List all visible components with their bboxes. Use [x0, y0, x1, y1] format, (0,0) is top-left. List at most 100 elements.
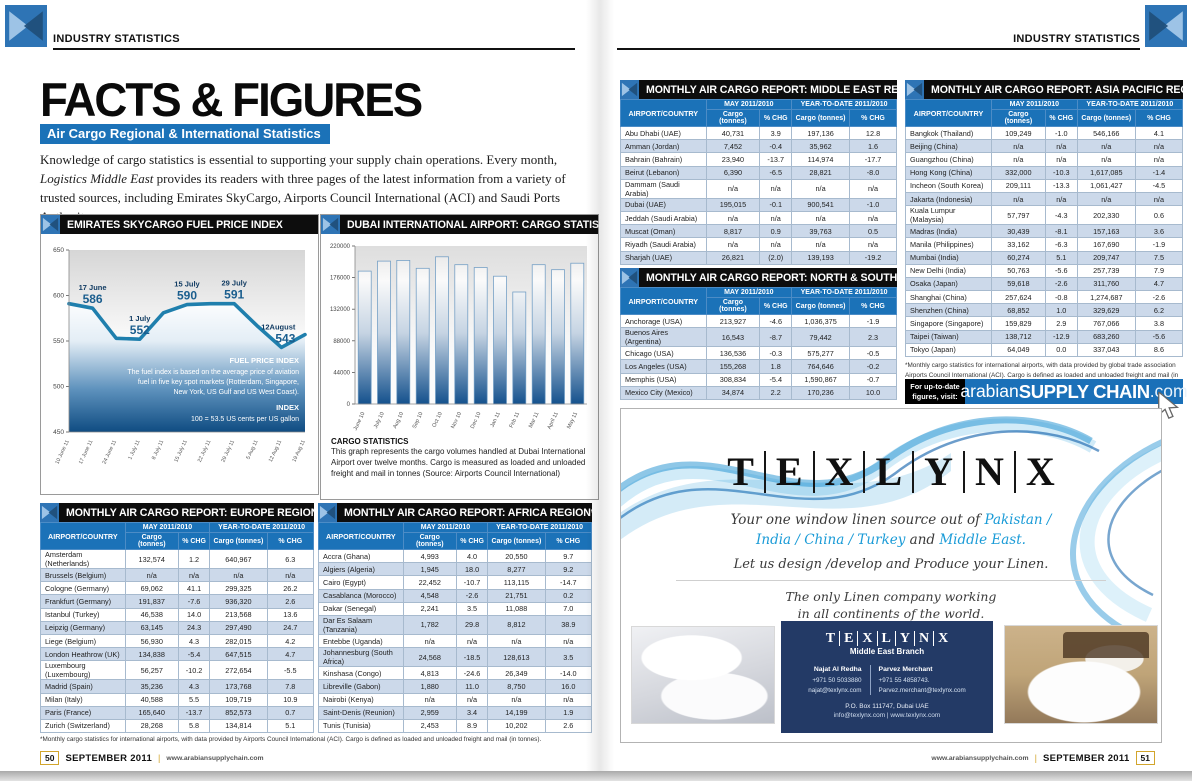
column-subheader: Cargo (tonnes) [705, 297, 761, 315]
table-row: Istanbul (Turkey) 46,538 14.0 213,568 13.6 [40, 607, 315, 622]
value-cell: -19.2 [849, 250, 897, 265]
banner-prefix-line2: figures, visit: [912, 391, 958, 401]
value-cell: 79,442 [791, 327, 851, 348]
column-group-may: MAY 2011/2010 [705, 287, 793, 298]
value-cell: -1.9 [849, 313, 897, 329]
table-row: Accra (Ghana) 4,993 4.0 20,550 9.7 [318, 548, 593, 564]
value-cell: 1.0 [1044, 303, 1078, 318]
value-cell: 8,812 [487, 614, 546, 635]
issue-date: SEPTEMBER 2011 [1042, 752, 1130, 764]
value-cell: 128,613 [487, 647, 546, 668]
chart-title: DUBAI INTERNATIONAL AIRPORT: CARGO STATI… [347, 218, 623, 231]
value-cell: n/a [487, 633, 546, 649]
value-cell: -0.3 [759, 346, 793, 361]
value-cell: 4,548 [402, 588, 457, 603]
value-cell: 197,136 [791, 125, 851, 141]
value-cell: 18.0 [455, 562, 489, 577]
value-cell: -4.3 [1044, 205, 1078, 226]
value-cell: n/a [759, 237, 793, 252]
value-cell: 4.3 [177, 633, 211, 649]
table-row: Kinshasa (Congo) 4,813 -24.6 26,349 -14.0 [318, 666, 593, 681]
airport-cell: Libreville (Gabon) [318, 679, 404, 694]
value-cell: n/a [759, 178, 793, 199]
value-cell: 134,814 [209, 718, 268, 734]
value-cell: 16,543 [705, 327, 761, 348]
value-cell: 35,962 [791, 139, 851, 154]
airport-cell: Beirut (Lebanon) [620, 165, 707, 180]
chevron-logo-icon [318, 503, 337, 522]
value-cell: 900,541 [791, 197, 851, 212]
logo-letter: E [766, 451, 815, 493]
contact-email[interactable]: Parvez.merchant@texlynx.com [878, 686, 966, 694]
value-cell: n/a [990, 152, 1046, 167]
table-row: Abu Dhabi (UAE) 40,731 3.9 197,136 12.8 [620, 125, 897, 141]
value-cell: -2.6 [1044, 276, 1078, 292]
text-segment: Middle East. [939, 532, 1026, 548]
value-cell: 7.8 [266, 679, 315, 694]
footer-left: 50 SEPTEMBER 2011 | www.arabiansupplycha… [40, 751, 264, 765]
svg-text:100 = 53.5 US cents per US gal: 100 = 53.5 US cents per US gallon [191, 416, 299, 423]
table-row: Frankfurt (Germany) 191,837 -7.6 936,320 2.6 [40, 594, 315, 609]
value-cell: 39,763 [791, 224, 851, 239]
table-row: Madrid (Spain) 35,236 4.3 173,768 7.8 [40, 679, 315, 694]
pillows-photo [631, 626, 775, 724]
value-cell: 1.2 [177, 549, 211, 569]
table-row: Amman (Jordan) 7,452 -0.4 35,962 1.6 [620, 139, 897, 154]
value-cell: -18.5 [455, 647, 489, 668]
svg-text:INDEX: INDEX [276, 403, 299, 412]
value-cell: 2.9 [1044, 316, 1078, 331]
table-title-bar: MONTHLY AIR CARGO REPORT: EUROPE REGION* [40, 503, 322, 522]
value-cell: 2.2 [759, 385, 793, 400]
value-cell: -2.6 [455, 588, 489, 603]
table-row: Buenos Aires (Argentina) 16,543 -8.7 79,442… [620, 327, 897, 348]
logo-letter: L [865, 451, 915, 493]
airport-cell: Nairobi (Kenya) [318, 692, 404, 707]
airport-cell: Entebbe (Uganda) [318, 633, 404, 649]
value-cell: 0.0 [1044, 342, 1078, 358]
value-cell: 2.6 [544, 718, 593, 734]
value-cell: 4.0 [455, 548, 489, 564]
table-row: Hong Kong (China) 332,000 -10.3 1,617,085 -1… [905, 165, 1184, 180]
supplychain-banner[interactable]: For up-to-date figures, visit: arabian SU… [905, 379, 1188, 404]
banner-prefix-line1: For up-to-date [910, 382, 960, 392]
value-cell: 546,166 [1076, 125, 1136, 141]
value-cell: 4.7 [266, 647, 315, 662]
cargo-table: AIRPORT/COUNTRY MAY 2011/2010 YEAR-TO-DATE… [40, 522, 315, 734]
footer-right: www.arabiansupplychain.com | SEPTEMBER 2… [931, 751, 1155, 765]
value-cell: 575,277 [791, 346, 851, 361]
value-cell: 173,768 [209, 679, 268, 694]
table-row: Shanghai (China) 257,624 -0.8 1,274,687 -2.6 [905, 290, 1184, 305]
value-cell: 9.7 [544, 548, 593, 564]
value-cell: 3.8 [1134, 316, 1184, 331]
airport-cell: Jeddah (Saudi Arabia) [620, 210, 707, 226]
value-cell: 63,145 [124, 620, 179, 635]
value-cell: 50,763 [990, 263, 1046, 278]
value-cell: 20,550 [487, 548, 546, 564]
value-cell: 299,325 [209, 581, 268, 596]
value-cell: 28,268 [124, 718, 179, 734]
value-cell: 30,439 [990, 224, 1046, 239]
contact-email[interactable]: najat@texlynx.com [808, 686, 862, 694]
value-cell: 3.5 [544, 647, 593, 668]
bars [357, 256, 585, 405]
value-cell: 29.8 [455, 614, 489, 635]
value-cell: -2.6 [1134, 290, 1184, 305]
dubai-cargo-chart-panel: DUBAI INTERNATIONAL AIRPORT: CARGO STATI… [320, 214, 623, 500]
value-cell: -1.0 [849, 197, 897, 212]
value-cell: 7.0 [544, 601, 593, 616]
column-subheader: Cargo (tonnes) [990, 109, 1046, 127]
contact-address: P.O. Box 111747, Dubai UAE [845, 703, 929, 711]
airport-cell: Saint-Denis (Reunion) [318, 705, 404, 720]
page-subtitle: Air Cargo Regional & International Stati… [40, 124, 330, 144]
value-cell: 170,236 [791, 385, 851, 400]
svg-text:29 July: 29 July [221, 279, 247, 288]
contact-web[interactable]: info@texlynx.com | www.texlynx.com [833, 712, 941, 720]
text-segment: Knowledge of cargo statistics is essenti… [40, 152, 558, 167]
value-cell: -0.8 [1044, 290, 1078, 305]
banner-brand[interactable]: arabian SUPPLY CHAIN .com [960, 379, 1188, 404]
value-cell: -8.0 [849, 165, 897, 180]
value-cell: 6.3 [266, 549, 315, 569]
value-cell: 4,993 [402, 548, 457, 564]
